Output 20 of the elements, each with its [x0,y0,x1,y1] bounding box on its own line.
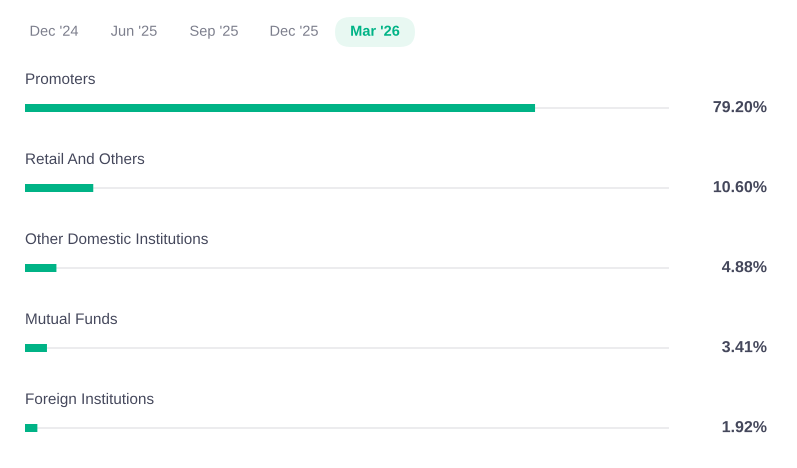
chart-title: Mar '26 [351,26,400,36]
text: Dec '24 [30,26,78,36]
bar [25,424,38,432]
y-tick-label: Promoters [26,73,95,84]
y-tick-label: Mutual Funds [26,312,118,324]
bar [25,184,94,192]
text: Jun '25 [110,26,157,36]
text: Dec '25 [270,26,318,36]
y-tick-label: Other Domestic Institutions [26,232,208,244]
data-label: 79.20% [714,100,767,112]
data-label: 4.88% [722,260,767,272]
bar [25,344,47,352]
bar [25,264,56,272]
y-tick-label: Retail And Others [26,152,144,164]
annotation: Sep '25 [190,26,238,39]
data-label: 10.60% [714,180,767,192]
y-tick-label: Foreign Institutions [26,392,154,408]
data-label: 3.41% [722,340,767,352]
data-label: 1.92% [722,420,767,432]
bar [25,104,536,112]
